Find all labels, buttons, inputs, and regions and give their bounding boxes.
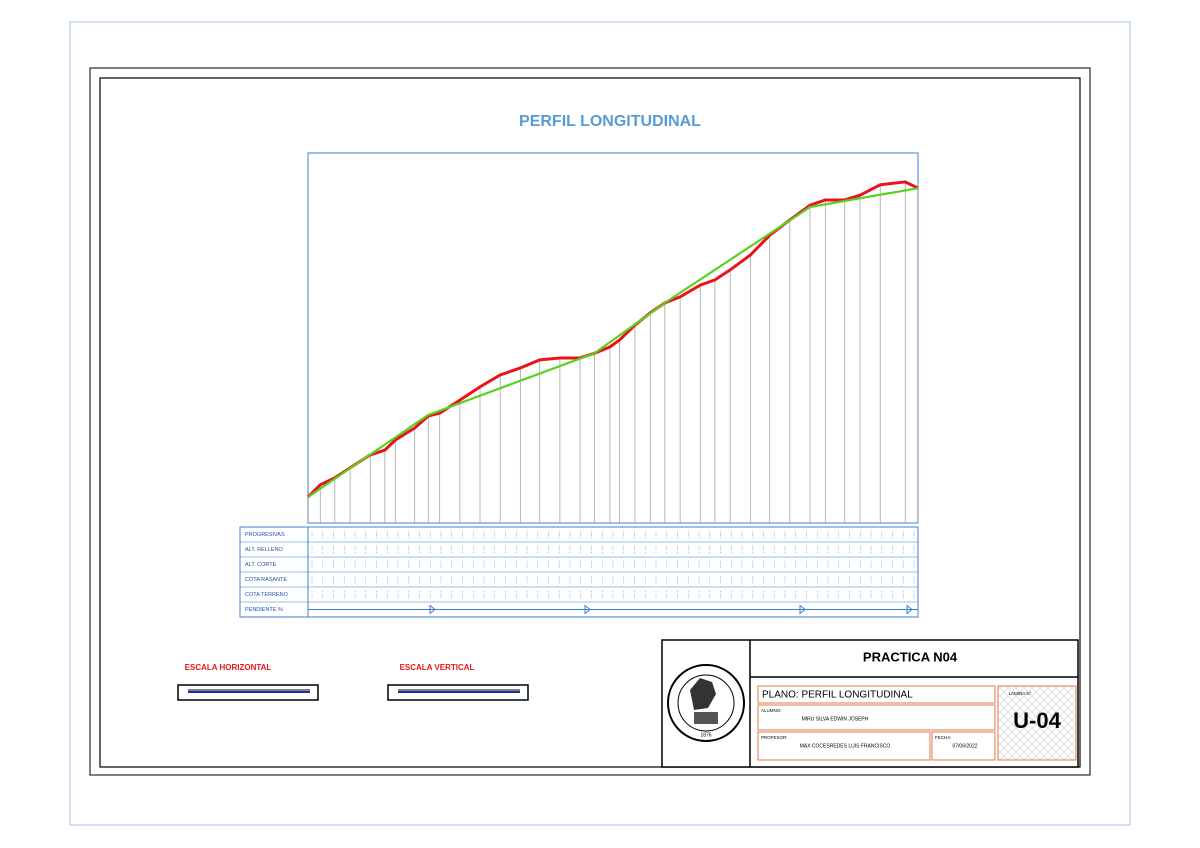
slope-arrow <box>429 604 436 615</box>
profesor-label: PROFESOR: <box>761 735 788 740</box>
scale-label: ESCALA HORIZONTAL <box>185 663 272 672</box>
lamina: U-04 <box>1013 708 1061 733</box>
plano: PLANO: PERFIL LONGITUDINAL <box>762 690 913 701</box>
band-label: ALT. CORTE <box>245 562 277 568</box>
bands-table: PROGRESIVAS ALT. RELLENO ALT. CORTE COTA RA… <box>239 526 919 618</box>
alumno-label: ALUMNO: <box>761 708 782 713</box>
alumno: MIRU SILVA EDWIN JOSEPH <box>802 716 869 722</box>
slope-arrow <box>799 604 806 615</box>
title-block: 1876 PRACTICA N04 PLANO: PERFIL LONGITUD… <box>661 639 1079 768</box>
band-label: PENDIENTE % <box>245 607 283 613</box>
plot <box>306 180 919 523</box>
title: PERFIL LONGITUDINAL <box>519 113 701 130</box>
band-label: PROGRESIVAS <box>245 532 285 538</box>
scale-label: ESCALA VERTICAL <box>400 663 475 672</box>
block-title: PRACTICA N04 <box>863 649 958 664</box>
band-label: COTA RASANTE <box>245 577 287 583</box>
outer-border <box>89 67 1091 776</box>
profile-line <box>307 187 919 499</box>
scale-bar <box>387 684 529 701</box>
band-label: ALT. RELLENO <box>245 547 284 553</box>
scale-bar <box>177 684 319 701</box>
band-label: COTA TERRENO <box>245 592 289 598</box>
profesor: MAX COCESREDES LUIS FRANCISCO <box>800 743 891 749</box>
fecha: 07/06/2022 <box>952 743 977 749</box>
profile-line <box>306 180 919 499</box>
fecha-label: FECHA: <box>935 735 952 740</box>
lamina-label: LAMINA N° <box>1009 691 1032 696</box>
inner-border <box>99 77 1081 768</box>
plot-frame <box>307 152 919 524</box>
sheet-frame <box>69 21 1131 826</box>
slope-arrow <box>906 604 913 615</box>
slope-arrow <box>584 604 591 615</box>
logo-year: 1876 <box>700 732 711 738</box>
